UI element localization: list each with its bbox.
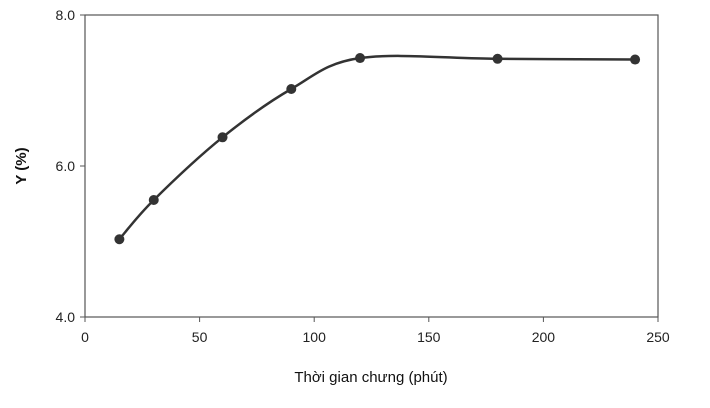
x-tick-label: 50	[192, 329, 208, 345]
x-tick-label: 100	[303, 329, 327, 345]
data-point	[217, 132, 228, 143]
data-point	[286, 83, 297, 94]
y-tick-label: 4.0	[56, 309, 76, 325]
y-tick-label: 8.0	[56, 7, 76, 23]
y-axis-ticks: 4.0 6.0 8.0	[56, 7, 85, 325]
data-point	[114, 234, 125, 245]
series-line	[118, 54, 636, 241]
data-point	[492, 53, 503, 64]
data-markers	[114, 53, 641, 245]
x-tick-label: 250	[646, 329, 670, 345]
x-tick-label: 0	[81, 329, 89, 345]
data-point	[630, 54, 641, 65]
data-point	[148, 194, 159, 205]
x-tick-label: 150	[417, 329, 441, 345]
x-axis-label: Thời gian chưng (phút)	[294, 369, 447, 386]
y-tick-label: 6.0	[56, 158, 76, 174]
x-axis-ticks: 0 50 100 150 200 250	[81, 317, 670, 345]
x-tick-label: 200	[532, 329, 556, 345]
data-point	[355, 53, 366, 64]
y-axis-label: Y (%)	[13, 147, 30, 184]
